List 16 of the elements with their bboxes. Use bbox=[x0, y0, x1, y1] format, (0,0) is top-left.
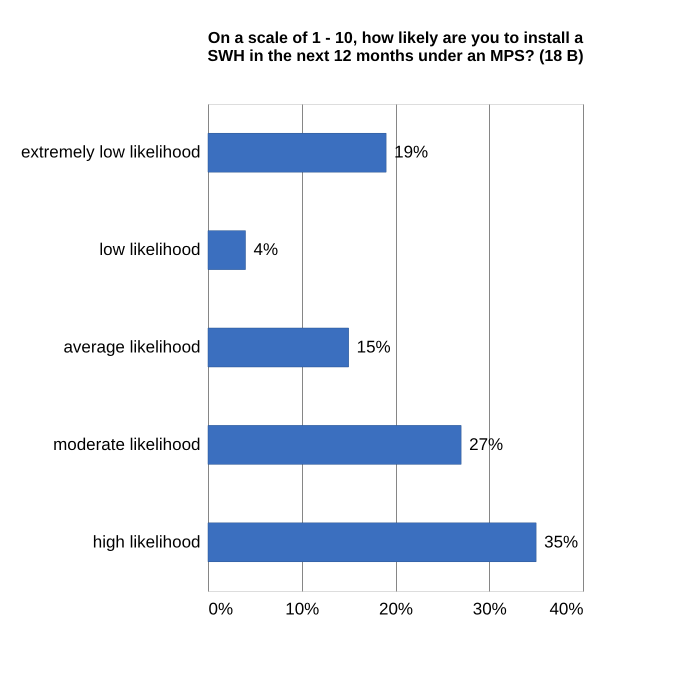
y-tick-label: moderate likelihood bbox=[53, 434, 200, 454]
x-tick-label: 20% bbox=[378, 600, 414, 618]
data-label: 15% bbox=[356, 338, 391, 356]
x-tick-label: 40% bbox=[549, 600, 584, 618]
x-tick-label: 10% bbox=[285, 600, 320, 618]
x-tick-label: 30% bbox=[472, 600, 507, 618]
y-tick-label: high likelihood bbox=[92, 532, 200, 552]
data-label: 4% bbox=[254, 240, 278, 260]
x-tick-label: 0% bbox=[208, 600, 234, 618]
y-tick-label: average likelihood bbox=[63, 338, 200, 356]
data-label: 19% bbox=[394, 142, 428, 162]
y-tick-label: extremely low likelihood bbox=[20, 142, 200, 162]
chart-title: On a scale of 1 - 10, how likely are you to install a SWH in the next 12 months under an MPS? (18 B) bbox=[207, 30, 584, 65]
data-label: 35% bbox=[544, 532, 578, 552]
y-tick-label: low likelihood bbox=[99, 240, 200, 260]
data-label: 27% bbox=[469, 434, 504, 454]
